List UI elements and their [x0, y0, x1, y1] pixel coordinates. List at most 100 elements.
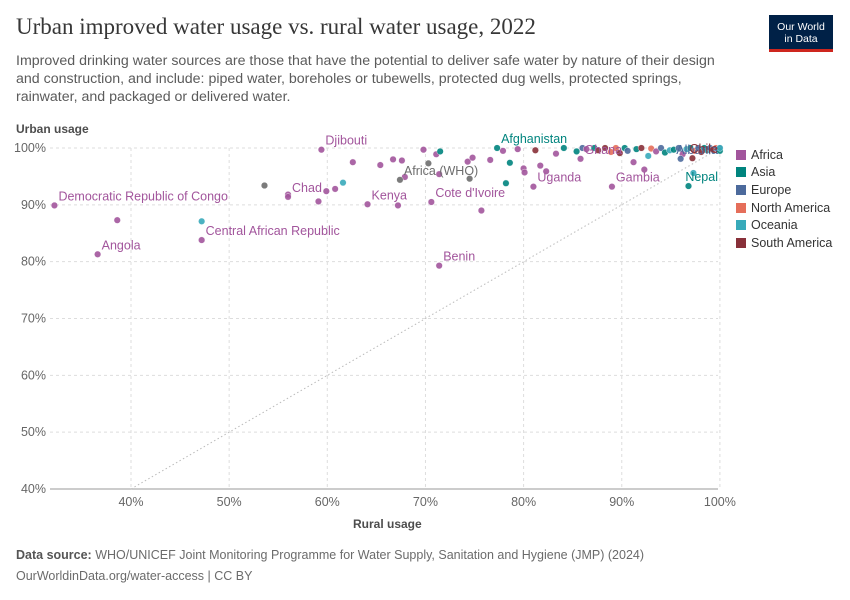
data-point[interactable] — [644, 152, 652, 160]
point-label: Central African Republic — [206, 224, 340, 238]
legend-swatch — [736, 149, 746, 160]
point-label: Djibouti — [325, 134, 367, 148]
data-point[interactable] — [506, 159, 514, 167]
data-point[interactable] — [469, 154, 477, 162]
data-point[interactable] — [612, 144, 620, 152]
data-point[interactable] — [560, 144, 568, 152]
data-point[interactable] — [260, 182, 268, 190]
data-point[interactable] — [542, 167, 550, 175]
data-point[interactable] — [684, 182, 692, 190]
data-point[interactable] — [689, 169, 697, 177]
data-point[interactable] — [396, 176, 404, 184]
point-label: Cote d'Ivoire — [435, 186, 505, 200]
point-labels: Democratic Republic of Congo Angola Centra… — [58, 132, 718, 264]
data-point[interactable] — [389, 155, 397, 163]
legend-label: Asia — [751, 165, 776, 180]
y-tick-label: 60% — [21, 368, 46, 382]
data-point[interactable] — [349, 158, 357, 166]
data-point[interactable] — [688, 154, 696, 162]
data-point[interactable] — [317, 146, 325, 154]
y-axis-title: Urban usage — [16, 122, 89, 136]
legend-label: South America — [751, 235, 833, 250]
data-point[interactable] — [322, 187, 330, 195]
data-point[interactable] — [424, 159, 432, 167]
data-point[interactable] — [339, 179, 347, 187]
legend-swatch — [736, 237, 746, 248]
data-point[interactable] — [502, 179, 510, 187]
legend-item[interactable]: Europe — [736, 181, 832, 199]
data-point[interactable] — [113, 216, 121, 224]
point-label: Chile — [690, 142, 719, 156]
data-point[interactable] — [577, 155, 585, 163]
data-point[interactable] — [521, 168, 529, 176]
data-point[interactable] — [675, 144, 683, 152]
data-point[interactable] — [652, 147, 660, 155]
chart-title: Urban improved water usage vs. rural wat… — [16, 14, 536, 39]
data-point[interactable] — [435, 262, 443, 270]
data-point[interactable] — [716, 144, 724, 152]
data-point[interactable] — [466, 175, 474, 183]
point-label: Africa (WHO) — [404, 164, 478, 178]
point-label: Afghanistan — [501, 132, 567, 146]
legend-item[interactable]: South America — [736, 234, 832, 252]
data-point[interactable] — [398, 157, 406, 165]
data-point[interactable] — [630, 158, 638, 166]
data-point[interactable] — [657, 144, 665, 152]
data-point[interactable] — [529, 183, 537, 191]
x-tick-label: 90% — [609, 495, 634, 509]
data-point[interactable] — [607, 148, 615, 156]
data-point[interactable] — [427, 198, 435, 206]
data-point[interactable] — [331, 185, 339, 193]
data-point[interactable] — [552, 150, 560, 158]
legend-label: North America — [751, 200, 831, 215]
legend-item[interactable]: North America — [736, 199, 832, 217]
data-point[interactable] — [573, 147, 581, 155]
point-label: Chad — [292, 181, 322, 195]
data-point[interactable] — [594, 146, 602, 154]
data-point[interactable] — [198, 236, 206, 244]
data-point[interactable] — [536, 162, 544, 170]
data-point[interactable] — [531, 146, 539, 154]
data-point[interactable] — [464, 158, 472, 166]
data-point[interactable] — [198, 217, 206, 225]
data-point[interactable] — [601, 144, 609, 152]
point-label: Democratic Republic of Congo — [58, 189, 228, 203]
legend-label: Europe — [751, 182, 792, 197]
owid-logo[interactable]: Our World in Data — [769, 15, 833, 52]
data-point[interactable] — [284, 193, 292, 201]
data-point[interactable] — [677, 155, 685, 163]
data-point[interactable] — [493, 144, 501, 152]
reference-line — [130, 147, 721, 490]
data-point[interactable] — [94, 250, 102, 258]
data-point[interactable] — [608, 183, 616, 191]
point-label: Uganda — [537, 171, 581, 185]
data-point[interactable] — [486, 156, 494, 164]
data-point[interactable] — [376, 161, 384, 169]
data-point[interactable] — [314, 197, 322, 205]
data-point[interactable] — [364, 200, 372, 208]
data-point[interactable] — [394, 201, 402, 209]
point-label: Kenya — [372, 188, 407, 202]
data-source: Data source: WHO/UNICEF Joint Monitoring… — [16, 548, 644, 562]
data-point[interactable] — [50, 201, 58, 209]
data-point[interactable] — [637, 144, 645, 152]
data-point[interactable] — [477, 207, 485, 215]
legend-item[interactable]: Oceania — [736, 216, 832, 234]
point-label: Benin — [443, 250, 475, 264]
data-point[interactable] — [435, 170, 443, 178]
x-tick-label: 80% — [511, 495, 536, 509]
data-point[interactable] — [514, 145, 522, 153]
data-point[interactable] — [582, 145, 590, 153]
data-point[interactable] — [499, 147, 507, 155]
data-point[interactable] — [436, 147, 444, 155]
legend-item[interactable]: Asia — [736, 164, 832, 182]
data-point[interactable] — [640, 166, 648, 174]
url-license[interactable]: OurWorldinData.org/water-access | CC BY — [16, 569, 253, 583]
y-axis-ticks: 40% 50% 60% 70% 80% 90% 100% — [14, 141, 46, 496]
data-point[interactable] — [616, 149, 624, 157]
legend-item[interactable]: Africa — [736, 146, 832, 164]
x-tick-label: 60% — [315, 495, 340, 509]
data-point[interactable] — [624, 147, 632, 155]
point-label: Angola — [102, 238, 141, 252]
data-point[interactable] — [419, 146, 427, 154]
